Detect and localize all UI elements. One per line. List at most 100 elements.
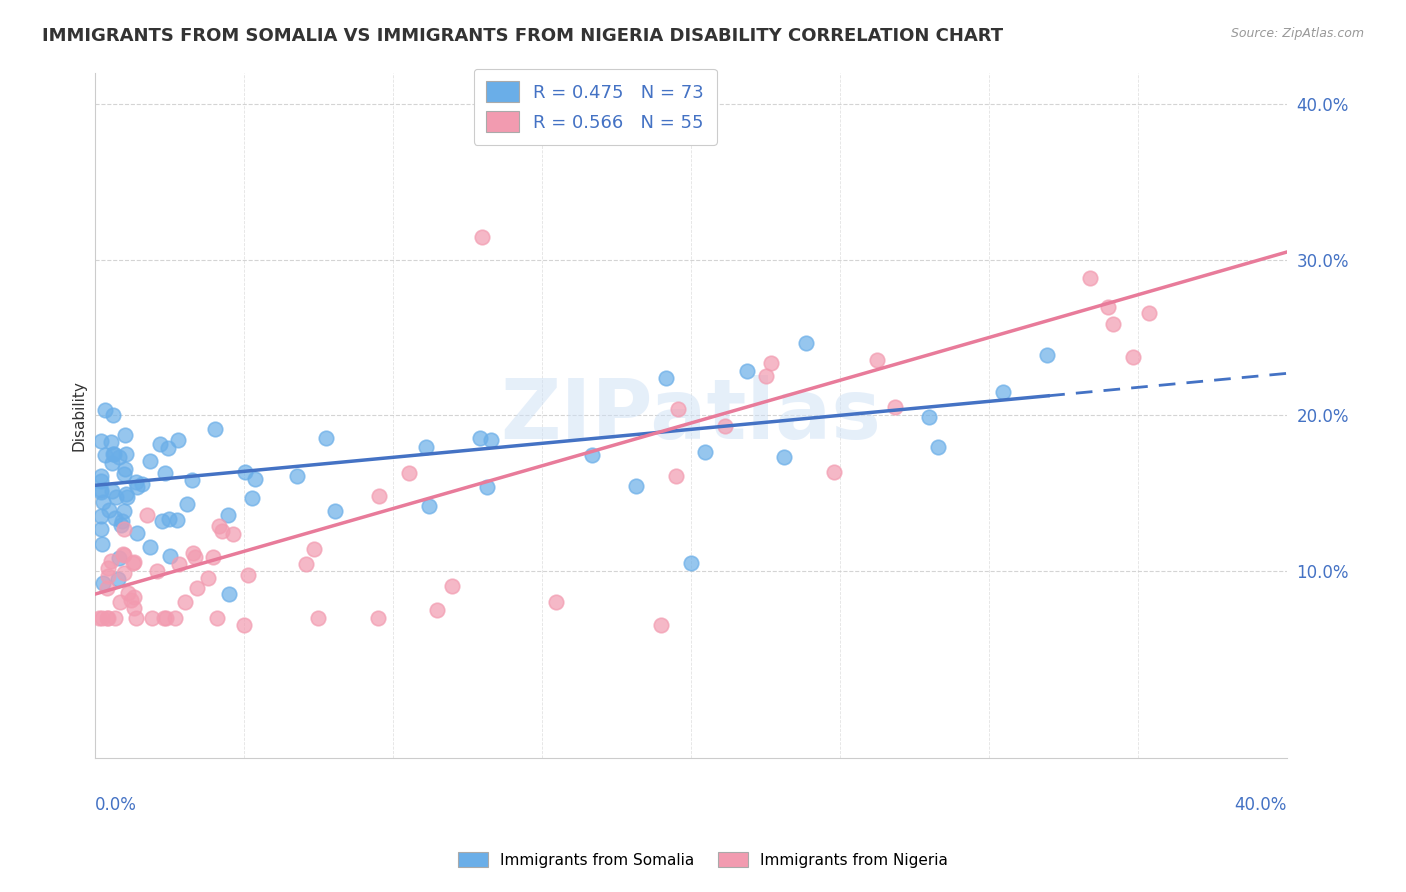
Point [1097,300,1119,314]
Point [479,434,502,448]
Point [97,569,120,583]
Point [167,557,190,571]
Point [441,579,464,593]
Y-axis label: Disability: Disability [72,380,86,450]
Point [759,356,782,370]
Point [110,517,132,532]
Point [149,437,172,451]
Point [104,490,127,504]
Point [90,483,112,497]
Point [236,568,259,582]
Point [112,549,135,563]
Point [91,576,114,591]
Point [112,467,135,481]
Point [115,486,138,500]
Point [655,371,678,385]
Point [470,431,492,445]
Point [307,610,329,624]
Point [1102,317,1125,331]
Point [665,469,688,483]
Point [285,469,308,483]
Point [121,556,143,570]
Point [233,465,256,479]
Point [125,525,148,540]
Point [122,600,145,615]
Point [181,546,204,560]
Point [90,434,112,448]
Legend: R = 0.475   N = 73, R = 0.566   N = 55: R = 0.475 N = 73, R = 0.566 N = 55 [474,69,717,145]
Point [245,472,267,486]
Point [114,462,136,476]
Point [112,504,135,518]
Point [101,447,124,461]
Point [90,522,112,536]
Point [114,428,136,442]
Point [666,401,689,416]
Point [650,618,672,632]
Point [918,409,941,424]
Point [1137,306,1160,320]
Point [202,549,225,564]
Point [755,368,778,383]
Point [1080,270,1102,285]
Point [112,566,135,580]
Point [475,480,498,494]
Point [204,421,226,435]
Point [418,499,440,513]
Point [115,490,138,504]
Point [97,561,120,575]
Point [222,527,245,541]
Point [117,586,139,600]
Point [242,491,264,505]
Point [1122,350,1144,364]
Point [96,610,118,624]
Text: 0.0%: 0.0% [94,797,136,814]
Point [218,587,240,601]
Point [679,556,702,570]
Point [217,508,239,523]
Point [368,489,391,503]
Point [866,352,889,367]
Point [108,551,131,566]
Point [1036,348,1059,362]
Point [98,502,121,516]
Point [103,610,125,624]
Point [112,522,135,536]
Point [302,541,325,556]
Point [90,508,112,523]
Point [794,336,817,351]
Point [90,468,112,483]
Point [773,450,796,464]
Point [471,229,494,244]
Legend: Immigrants from Somalia, Immigrants from Nigeria: Immigrants from Somalia, Immigrants from… [450,844,956,875]
Point [155,610,177,624]
Point [426,603,449,617]
Point [122,590,145,604]
Point [138,540,160,554]
Point [232,618,254,632]
Point [197,571,219,585]
Point [884,400,907,414]
Point [108,595,131,609]
Point [139,454,162,468]
Point [125,480,148,494]
Point [150,514,173,528]
Point [90,485,112,500]
Point [90,474,112,488]
Point [184,550,207,565]
Point [87,610,110,624]
Point [823,466,845,480]
Point [100,484,122,499]
Point [211,524,233,539]
Text: ZIPatlas: ZIPatlas [501,375,882,456]
Point [546,595,568,609]
Text: Source: ZipAtlas.com: Source: ZipAtlas.com [1230,27,1364,40]
Point [101,456,124,470]
Point [125,610,148,624]
Point [735,364,758,378]
Point [295,557,318,571]
Point [103,447,125,461]
Point [323,504,346,518]
Point [714,419,737,434]
Point [111,514,134,528]
